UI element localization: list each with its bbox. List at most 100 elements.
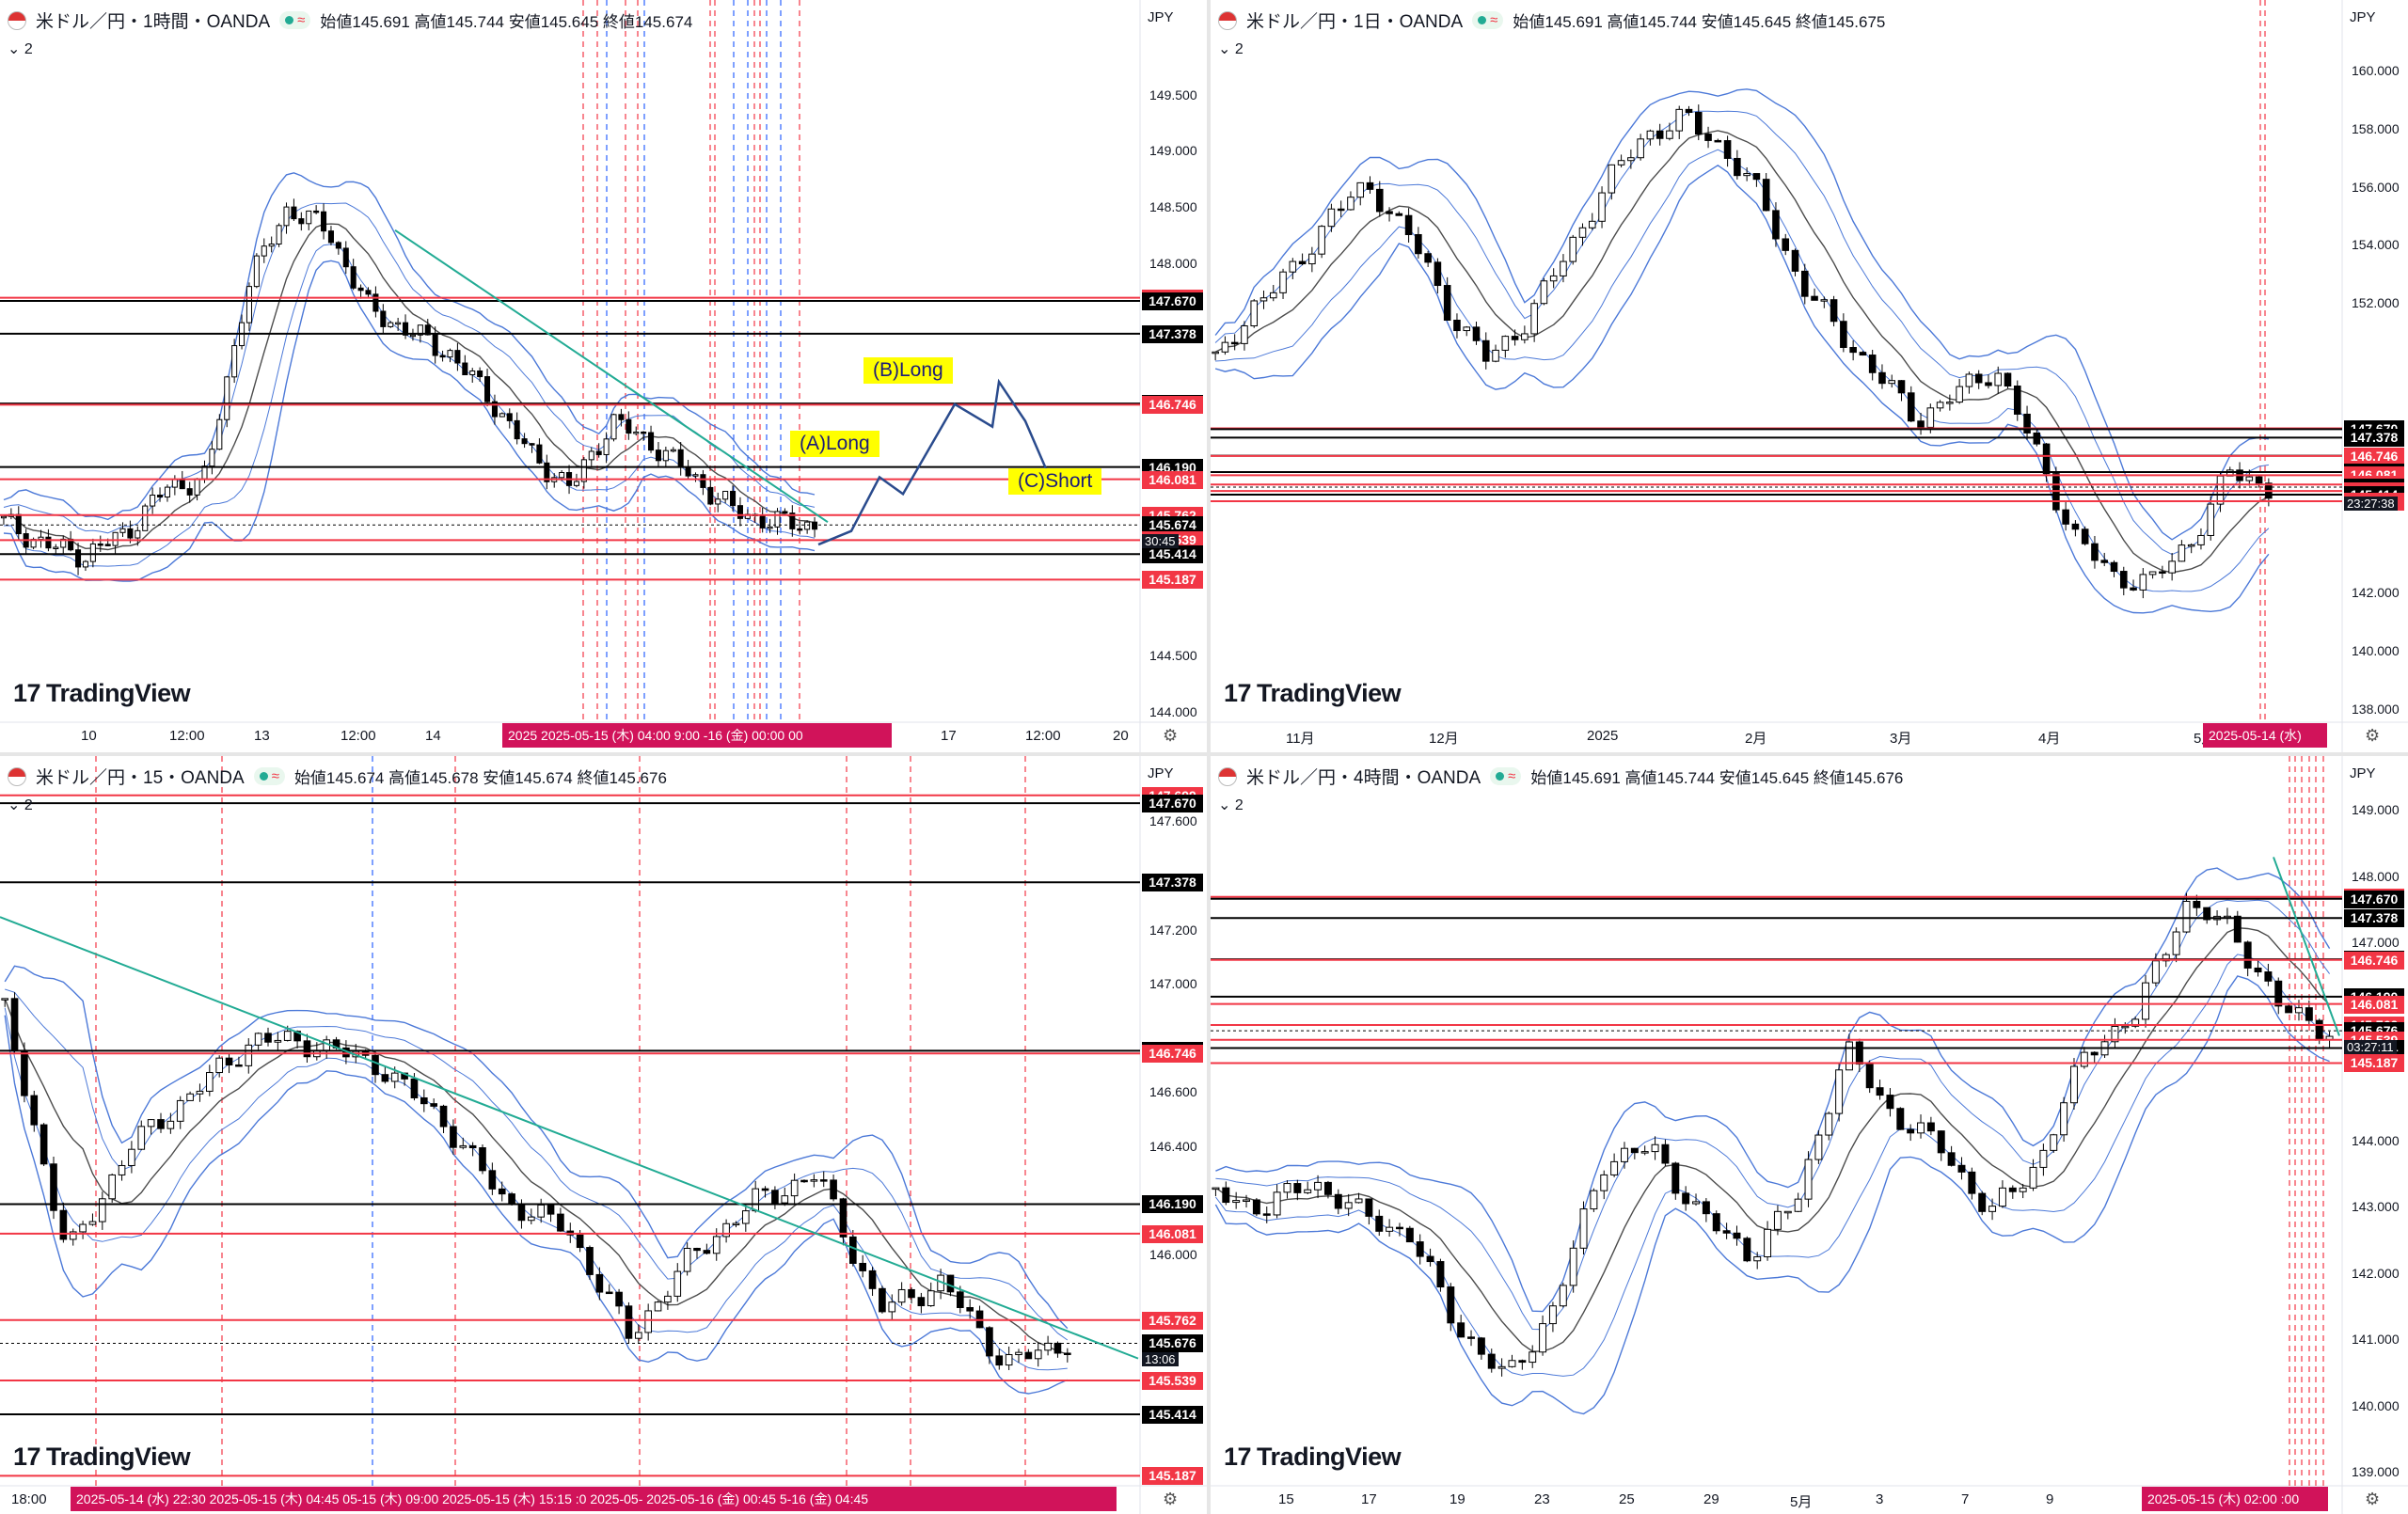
candle (235, 1056, 243, 1067)
price-level-label[interactable]: 147.378 (2344, 909, 2404, 928)
candle (2052, 466, 2060, 513)
price-tick: 148.000 (2352, 868, 2400, 884)
status-indicator-icon[interactable]: ≈ (253, 767, 285, 785)
trend-line[interactable] (0, 916, 1139, 1360)
status-indicator-icon[interactable]: ≈ (1472, 11, 1504, 29)
status-indicator-icon[interactable]: ≈ (279, 11, 311, 29)
trend-line[interactable] (2273, 857, 2340, 1036)
price-level-label[interactable]: 146.081 (1142, 1224, 1203, 1243)
price-level-label[interactable]: 145.414 (1142, 545, 1203, 564)
candle (342, 241, 349, 275)
price-level-label[interactable]: 147.378 (2344, 429, 2404, 448)
moving-average (1214, 130, 2270, 574)
currency-label[interactable]: JPY (2350, 9, 2376, 25)
candle (1318, 225, 1325, 259)
settings-gear-icon[interactable]: ⚙ (1163, 726, 1179, 745)
candle (917, 1292, 926, 1314)
candle (1956, 378, 1963, 404)
chart-panel-15m[interactable]: 米ドル／円・15・OANDA ≈ 始値145.674 高値145.678 安値145… (0, 756, 1207, 1514)
candle (459, 1137, 467, 1150)
time-range-highlight[interactable]: 2025-05-14 (水) 22:30 2025-05-15 (木) 04:4… (71, 1487, 1117, 1511)
symbol-title[interactable]: 米ドル／円・15・OANDA (36, 768, 245, 788)
time-range-highlight[interactable]: 2025-05-14 (水) (2203, 723, 2327, 748)
annotation-label[interactable]: (A)Long (790, 431, 879, 457)
time-range-highlight[interactable]: 2025 2025-05-15 (木) 04:00 9:00 -16 (金) 0… (502, 723, 892, 748)
indicator-toggle[interactable]: ⌄ 2 (1218, 41, 1244, 57)
chart-canvas[interactable] (0, 0, 1207, 752)
symbol-title[interactable]: 米ドル／円・1時間・OANDA (36, 12, 271, 32)
price-level-label[interactable]: 146.081 (1142, 470, 1203, 489)
price-level-label[interactable]: 145.414 (1142, 1405, 1203, 1424)
time-tick: 29 (1703, 1491, 1719, 1507)
trend-line[interactable] (394, 229, 829, 523)
annotation-label[interactable]: (B)Long (863, 357, 953, 384)
time-tick: 2025 (1587, 728, 1619, 744)
price-level-label[interactable]: 147.670 (1142, 292, 1203, 311)
settings-gear-icon[interactable]: ⚙ (2365, 1490, 2381, 1508)
annotation-label[interactable]: (C)Short (1008, 468, 1102, 495)
tradingview-logo: 17 TradingView (13, 679, 191, 708)
chart-panel-1h[interactable]: 米ドル／円・1時間・OANDA ≈ 始値145.691 高値145.744 安値14… (0, 0, 1207, 752)
currency-label[interactable]: JPY (1148, 9, 1174, 25)
panel-divider-horizontal[interactable] (0, 752, 2408, 756)
time-range-highlight[interactable]: 2025-05-15 (木) 02:00 :00 (2142, 1487, 2328, 1511)
candle (1344, 1193, 1353, 1217)
price-tick: 144.500 (1149, 648, 1197, 664)
chart-canvas[interactable] (1211, 756, 2408, 1514)
price-level-label[interactable]: 145.187 (2344, 1054, 2404, 1073)
candle (662, 446, 669, 468)
price-level-label[interactable]: 147.378 (1142, 874, 1203, 892)
indicator-toggle[interactable]: ⌄ 2 (1218, 797, 1244, 813)
price-level-label[interactable]: 147.670 (1142, 795, 1203, 813)
indicator-toggle[interactable]: ⌄ 2 (8, 41, 33, 57)
price-level-label[interactable]: 146.746 (2344, 447, 2404, 465)
price-level-label[interactable]: 146.746 (2344, 951, 2404, 970)
candle (1529, 1345, 1537, 1368)
currency-label[interactable]: JPY (1148, 765, 1174, 781)
candle (722, 490, 729, 504)
candle (1722, 1222, 1731, 1239)
time-tick: 20 (1113, 728, 1129, 744)
settings-gear-icon[interactable]: ⚙ (1163, 1490, 1179, 1508)
chart-panel-4h[interactable]: 米ドル／円・4時間・OANDA ≈ 始値145.691 高値145.744 安値14… (1211, 756, 2408, 1514)
candle (1467, 1330, 1475, 1347)
price-level-label[interactable]: 145.187 (1142, 1467, 1203, 1486)
chart-canvas[interactable] (1211, 0, 2408, 752)
status-indicator-icon[interactable]: ≈ (1490, 767, 1522, 785)
price-level-label[interactable]: 145.539 (1142, 1371, 1203, 1390)
candle (68, 530, 74, 552)
price-level-label[interactable]: 145.762 (1142, 1311, 1203, 1330)
candle (1590, 1188, 1598, 1212)
candle (23, 528, 29, 555)
settings-gear-icon[interactable]: ⚙ (2365, 726, 2381, 745)
candle (2013, 380, 2021, 421)
candle (261, 238, 267, 263)
symbol-title[interactable]: 米ドル／円・4時間・OANDA (1246, 768, 1481, 788)
currency-label[interactable]: JPY (2350, 765, 2376, 781)
symbol-title[interactable]: 米ドル／円・1日・OANDA (1246, 12, 1464, 32)
price-level-label[interactable]: 146.746 (1142, 1045, 1203, 1064)
price-level-label[interactable]: 145.187 (1142, 571, 1203, 590)
candle (0, 515, 7, 526)
candle (293, 1030, 301, 1049)
candle (1396, 1222, 1403, 1237)
candle (529, 443, 535, 453)
price-level-label[interactable]: 147.670 (2344, 890, 2404, 908)
chart-canvas[interactable] (0, 756, 1207, 1514)
candle (2130, 579, 2137, 591)
candle (1926, 1116, 1935, 1136)
chart-panel-1d[interactable]: 米ドル／円・1日・OANDA ≈ 始値145.691 高値145.744 安値145… (1211, 0, 2408, 752)
price-level-label[interactable]: 146.081 (2344, 995, 2404, 1014)
candle (447, 348, 453, 363)
candle (641, 431, 647, 441)
price-level-label[interactable]: 145.676 (1142, 1334, 1203, 1353)
price-level-label[interactable]: 146.190 (1142, 1195, 1203, 1214)
candle (683, 1242, 691, 1276)
candle (1243, 1194, 1250, 1208)
price-tick: 142.000 (2352, 1265, 2400, 1281)
indicator-toggle[interactable]: ⌄ 2 (8, 797, 33, 813)
price-level-label[interactable]: 146.746 (1142, 396, 1203, 415)
price-level-label[interactable]: 145.674 (1142, 516, 1203, 535)
price-level-label[interactable]: 147.378 (1142, 324, 1203, 343)
panel-divider-vertical[interactable] (1207, 0, 1211, 1514)
